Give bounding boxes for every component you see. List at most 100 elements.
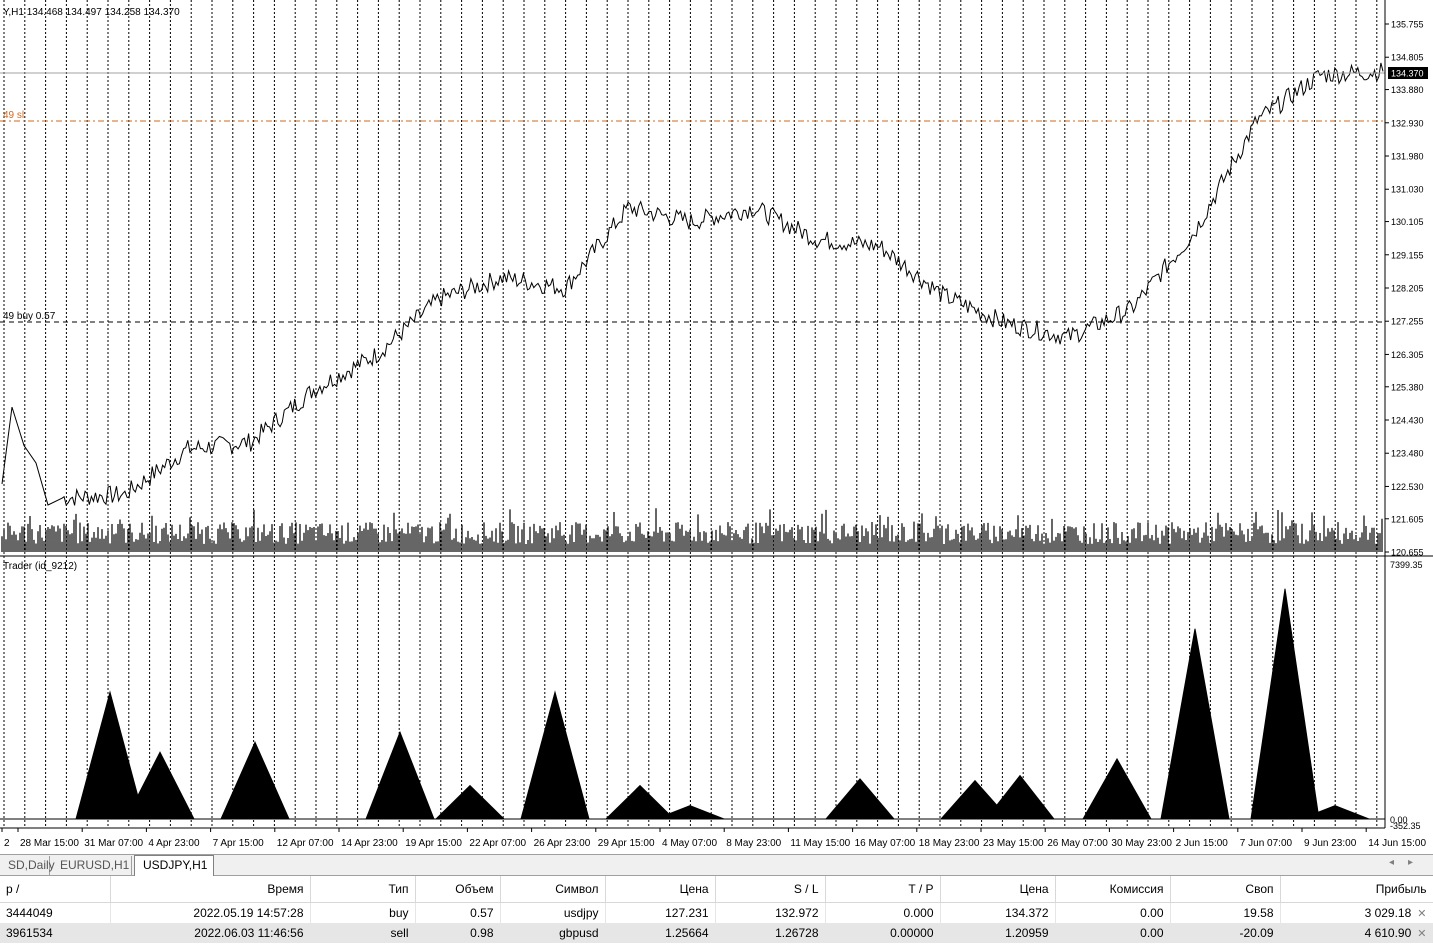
- cell-swap: 19.58: [1170, 902, 1281, 923]
- cell-current-price: 134.372: [940, 902, 1056, 923]
- time-tick-label: 14 Apr 23:00: [341, 838, 398, 849]
- time-tick-label: 7 Jun 07:00: [1240, 838, 1293, 849]
- cell-type: buy: [310, 902, 416, 923]
- time-tick-label: 7 Apr 15:00: [213, 838, 265, 849]
- price-tick-label: 132.930: [1391, 118, 1424, 128]
- col-commission[interactable]: Комиссия: [1055, 876, 1171, 903]
- time-tick-label: 2: [4, 838, 10, 849]
- cell-price: 1.25664: [605, 923, 716, 943]
- time-tick-label: 22 Apr 07:00: [469, 838, 526, 849]
- col-symbol[interactable]: Символ: [500, 876, 606, 903]
- time-tick-label: 16 May 07:00: [855, 838, 916, 849]
- price-tick-label: 124.430: [1391, 416, 1424, 426]
- cell-price: 127.231: [605, 902, 716, 923]
- indicator-axis-zero: 0.00: [1390, 815, 1408, 825]
- price-tick-label: 128.205: [1391, 284, 1424, 294]
- col-swap[interactable]: Своп: [1170, 876, 1281, 903]
- col-volume[interactable]: Объем: [415, 876, 501, 903]
- time-tick-label: 31 Mar 07:00: [84, 838, 143, 849]
- sl-label: 49 sl: [3, 110, 24, 121]
- price-tick-label: 133.880: [1391, 85, 1424, 95]
- price-chart[interactable]: Y,H1 134.468 134.497 134.258 134.370 49 …: [0, 0, 1433, 854]
- col-type[interactable]: Тип: [310, 876, 416, 903]
- time-tick-label: 29 Apr 15:00: [598, 838, 655, 849]
- price-tick-label: 131.030: [1391, 185, 1424, 195]
- price-tick-label: 135.755: [1391, 20, 1424, 30]
- cell-commission: 0.00: [1055, 923, 1171, 943]
- col-sl[interactable]: S / L: [715, 876, 826, 903]
- time-axis: 2 28 Mar 15:00 31 Mar 07:00 4 Apr 23:00 7 Ap…: [1, 828, 1426, 849]
- cell-tp: 0.000: [825, 902, 941, 923]
- table-row[interactable]: 3961534 2022.06.03 11:46:56 sell 0.98 gb…: [0, 923, 1433, 943]
- price-tick-label: 134.805: [1391, 53, 1424, 63]
- vertical-grid: [3, 0, 1378, 828]
- current-price-value: 134.370: [1391, 69, 1424, 79]
- cell-profit: 4 610.90 ✕: [1280, 923, 1433, 943]
- tab-usdjpy-h1[interactable]: USDJPY,H1: [134, 855, 214, 876]
- col-order[interactable]: p /: [0, 876, 111, 903]
- cell-sl: 132.972: [715, 902, 826, 923]
- time-tick-label: 9 Jun 23:00: [1304, 838, 1357, 849]
- time-tick-label: 2 Jun 15:00: [1176, 838, 1229, 849]
- indicator-histogram: [0, 588, 1385, 820]
- time-tick-label: 26 Apr 23:00: [534, 838, 591, 849]
- cell-commission: 0.00: [1055, 902, 1171, 923]
- time-tick-label: 11 May 15:00: [790, 838, 850, 849]
- cell-time: 2022.06.03 11:46:56: [110, 923, 311, 943]
- price-tick-label: 126.305: [1391, 350, 1424, 360]
- price-tick-label: 127.255: [1391, 317, 1424, 327]
- cell-profit: 3 029.18 ✕: [1280, 902, 1433, 923]
- cell-volume: 0.98: [415, 923, 501, 943]
- cell-symbol: usdjpy: [500, 902, 606, 923]
- col-profit[interactable]: Прибыль: [1280, 876, 1433, 903]
- indicator-label: Trader (id_9212): [3, 561, 77, 572]
- col-time[interactable]: Время: [110, 876, 311, 903]
- col-price[interactable]: Цена: [605, 876, 716, 903]
- profit-value: 3 029.18: [1364, 906, 1412, 920]
- time-tick-label: 19 Apr 15:00: [405, 838, 462, 849]
- scroll-right-icon[interactable]: ▸: [1407, 857, 1427, 868]
- price-tick-label: 131.980: [1391, 152, 1424, 162]
- time-tick-label: 12 Apr 07:00: [277, 838, 334, 849]
- price-tick-label: 120.655: [1391, 548, 1424, 558]
- time-tick-label: 18 May 23:00: [919, 838, 980, 849]
- time-tick-label: 23 May 15:00: [983, 838, 1044, 849]
- table-row[interactable]: 3444049 2022.05.19 14:57:28 buy 0.57 usd…: [0, 902, 1433, 923]
- trade-table: p / Время Тип Объем Символ Цена S / L T …: [0, 876, 1433, 949]
- tab-scroll-arrows[interactable]: ◂▸: [1389, 857, 1427, 868]
- buy-label: 49 buy 0.57: [3, 311, 56, 322]
- price-tick-label: 122.530: [1391, 482, 1424, 492]
- cell-current-price: 1.20959: [940, 923, 1056, 943]
- cell-order: 3961534: [0, 923, 111, 943]
- time-tick-label: 4 May 07:00: [662, 838, 717, 849]
- price-line: [1, 62, 1384, 507]
- volume-bar: [1, 508, 1383, 552]
- time-tick-label: 4 Apr 23:00: [148, 838, 200, 849]
- tab-label: USDJPY,H1: [143, 858, 208, 872]
- volume-bars: [1, 508, 1383, 552]
- close-position-icon[interactable]: ✕: [1417, 928, 1427, 940]
- cell-type: sell: [310, 923, 416, 943]
- col-current-price[interactable]: Цена: [940, 876, 1056, 903]
- time-tick-label: 26 May 07:00: [1047, 838, 1108, 849]
- profit-value: 4 610.90: [1364, 926, 1412, 940]
- col-tp[interactable]: T / P: [825, 876, 941, 903]
- price-tick-label: 129.155: [1391, 250, 1424, 260]
- tab-eurusd-h1[interactable]: EURUSD,H1: [52, 856, 132, 875]
- scroll-left-icon[interactable]: ◂: [1388, 857, 1408, 868]
- cell-time: 2022.05.19 14:57:28: [110, 902, 311, 923]
- cell-swap: -20.09: [1170, 923, 1281, 943]
- indicator-axis-bottom: -352.35: [1390, 821, 1421, 831]
- cell-tp: 0.00000: [825, 923, 941, 943]
- cell-volume: 0.57: [415, 902, 501, 923]
- time-tick-label: 30 May 23:00: [1111, 838, 1172, 849]
- chart-background: [0, 0, 1433, 854]
- tab-label: EURUSD,H1: [60, 858, 130, 872]
- time-tick-label: 28 Mar 15:00: [20, 838, 79, 849]
- close-position-icon[interactable]: ✕: [1417, 908, 1427, 920]
- time-tick-label: 14 Jun 15:00: [1368, 838, 1426, 849]
- tab-usd-daily[interactable]: SD,Daily: [0, 856, 55, 875]
- tab-label: SD,Daily: [8, 858, 55, 872]
- price-tick-label: 121.605: [1391, 514, 1424, 524]
- chart-header: Y,H1 134.468 134.497 134.258 134.370: [3, 7, 180, 18]
